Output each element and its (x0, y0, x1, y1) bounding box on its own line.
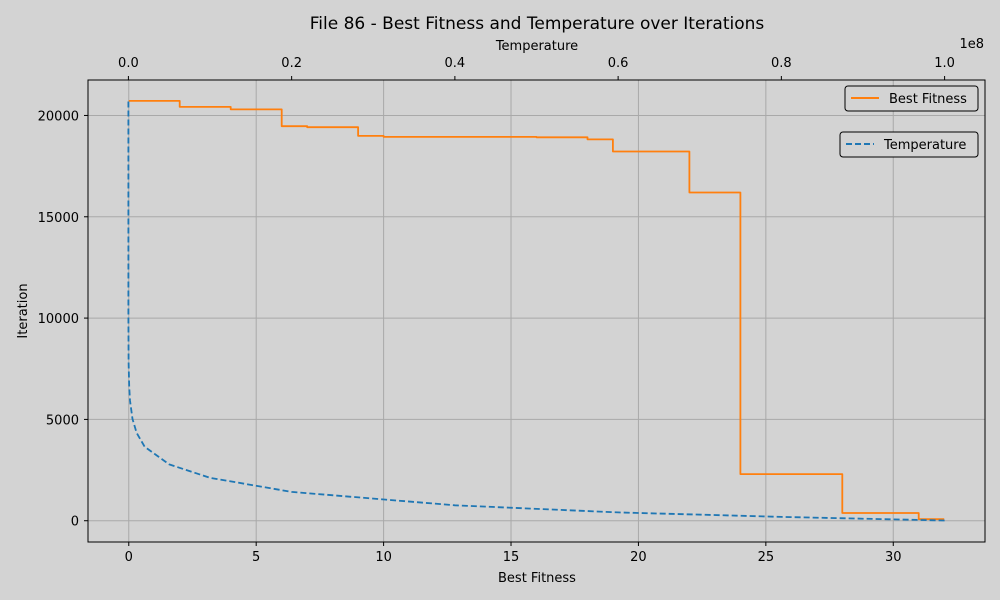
x-tick-label: 30 (885, 550, 902, 565)
x-axis-label: Best Fitness (498, 571, 576, 586)
top-tick-label: 0.2 (281, 56, 302, 71)
top-tick-label: 0.0 (118, 56, 139, 71)
legend-best-fitness: Best Fitness (844, 85, 979, 112)
grid-lines (88, 80, 985, 542)
chart-title: File 86 - Best Fitness and Temperature o… (310, 14, 765, 34)
y-tick-label: 10000 (38, 312, 79, 327)
top-tick-label: 1.0 (934, 56, 955, 71)
axis-ticks: 0 5 10 15 20 25 30 0 5000 10000 15000 20000 0.0 0.2 0.… (38, 56, 955, 565)
top-tick-label: 0.4 (445, 56, 466, 71)
series-line-temperature (127, 100, 945, 522)
x-tick-label: 20 (630, 550, 647, 565)
top-axis-offset-label: 1e8 (959, 37, 984, 52)
legend-label-temperature: Temperature (883, 138, 966, 153)
x-tick-label: 0 (125, 550, 133, 565)
plot-lines (127, 100, 945, 522)
x-tick-label: 15 (503, 550, 520, 565)
y-tick-label: 15000 (38, 211, 79, 226)
x-tick-label: 10 (375, 550, 392, 565)
y-tick-label: 0 (71, 515, 79, 530)
legend-label-best-fitness: Best Fitness (889, 92, 967, 107)
top-axis-label: Temperature (495, 39, 578, 54)
x-tick-label: 25 (758, 550, 775, 565)
y-tick-label: 20000 (38, 109, 79, 124)
legend-box (839, 131, 979, 158)
top-tick-label: 0.6 (608, 56, 629, 71)
plot-frame (87, 79, 986, 543)
y-axis-label: Iteration (16, 283, 31, 338)
top-tick-label: 0.8 (771, 56, 792, 71)
series-line-best-fitness (128, 100, 945, 520)
x-tick-label: 5 (252, 550, 260, 565)
y-tick-label: 5000 (46, 413, 79, 428)
legend-temperature: Temperature (839, 131, 979, 158)
legend-box (844, 85, 979, 112)
